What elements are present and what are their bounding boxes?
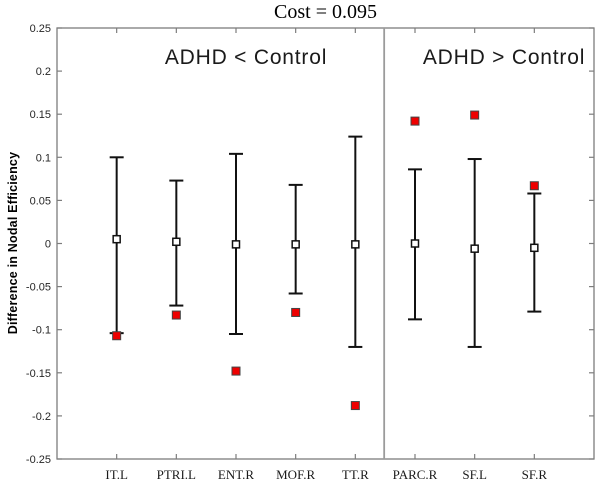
null-mean-marker-mof-r xyxy=(291,240,300,249)
observed-marker-sf-l xyxy=(470,110,480,120)
x-tick-label-mof-r: MOF.R xyxy=(276,467,315,482)
y-tick-label: -0.15 xyxy=(26,368,51,380)
observed-marker-ent-r xyxy=(231,366,241,376)
null-mean-marker-parc-r xyxy=(410,239,420,248)
null-mean-marker-tt-r xyxy=(351,240,360,249)
y-tick-label: 0.2 xyxy=(36,66,51,78)
y-tick-label: 0 xyxy=(45,239,51,251)
y-tick-label: 0.1 xyxy=(36,152,51,164)
x-tick-label-sf-l: SF.L xyxy=(462,467,487,482)
plot-box xyxy=(56,27,595,460)
y-tick-label: 0.25 xyxy=(30,23,51,35)
null-mean-marker-sf-r xyxy=(530,243,539,253)
panel-label-adhd-greater-than-control: ADHD > Control xyxy=(422,46,586,69)
observed-marker-tt-r xyxy=(350,401,360,411)
x-tick-label-parc-r: PARC.R xyxy=(393,467,438,482)
x-tick-label-sf-r: SF.R xyxy=(522,467,548,482)
y-tick-label: -0.05 xyxy=(26,282,51,294)
y-tick-label: -0.1 xyxy=(32,325,51,337)
null-mean-marker-ptri-l xyxy=(172,237,181,247)
y-tick-label: -0.25 xyxy=(26,454,51,466)
observed-marker-mof-r xyxy=(291,307,301,317)
observed-marker-parc-r xyxy=(410,116,420,126)
y-tick-label: 0.15 xyxy=(30,109,51,121)
y-tick-label: 0.05 xyxy=(30,195,51,207)
null-mean-marker-it-l xyxy=(112,234,121,244)
y-tick-label: -0.2 xyxy=(32,411,51,423)
x-tick-label-ptri-l: PTRI.L xyxy=(157,467,196,482)
observed-marker-ptri-l xyxy=(171,310,181,320)
x-tick-label-ent-r: ENT.R xyxy=(218,467,255,482)
null-mean-marker-sf-l xyxy=(470,244,479,253)
observed-marker-it-l xyxy=(112,331,122,341)
chart-title: Cost = 0.095 xyxy=(274,1,377,23)
x-tick-label-it-l: IT.L xyxy=(105,467,128,482)
null-mean-marker-ent-r xyxy=(231,240,241,249)
panel-label-adhd-less-than-control: ADHD < Control xyxy=(164,46,328,69)
x-tick-label-tt-r: TT.R xyxy=(342,467,369,482)
observed-marker-sf-r xyxy=(529,181,539,191)
